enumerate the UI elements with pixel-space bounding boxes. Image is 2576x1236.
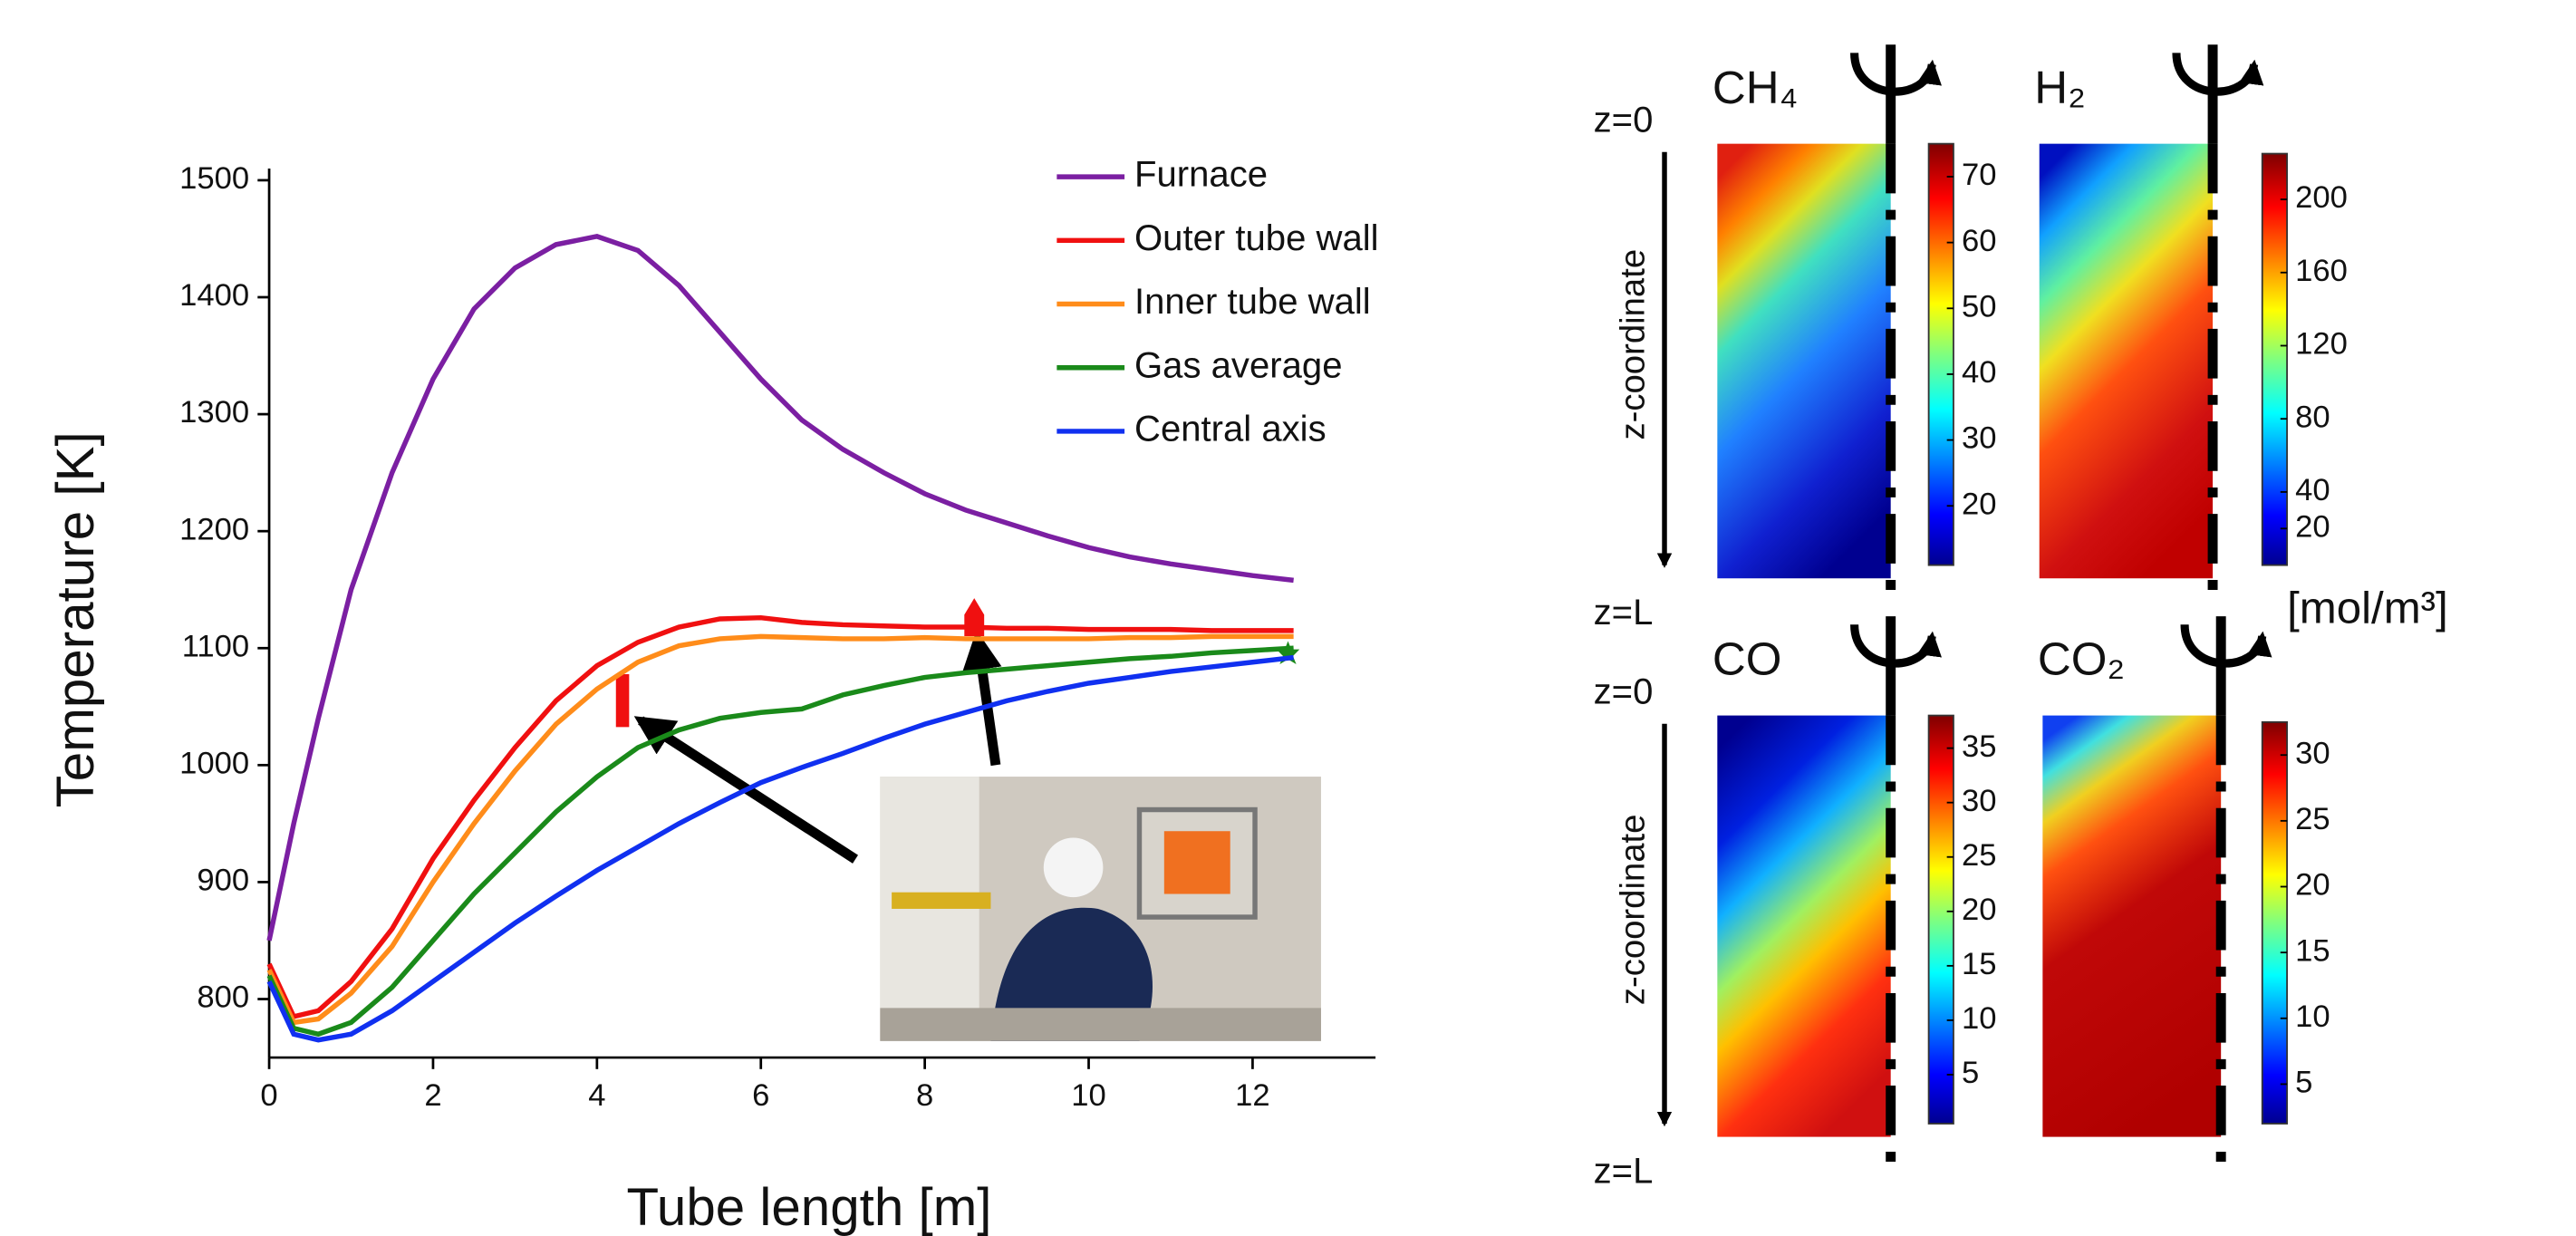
series-line bbox=[266, 633, 1294, 1026]
z-axis-label: z-coordinate bbox=[1613, 249, 1652, 440]
colorbar-tick-label: 40 bbox=[1962, 355, 1997, 390]
z-axis-label: z-coordinate bbox=[1613, 815, 1652, 1006]
x-tick-label: 4 bbox=[588, 1078, 605, 1113]
colorbar-tick-label: 25 bbox=[1962, 838, 1997, 873]
rotation-symbol bbox=[2180, 623, 2272, 668]
series-line bbox=[266, 654, 1294, 1043]
y-tick-label: 1000 bbox=[179, 746, 249, 780]
colorbar-tick-label: 10 bbox=[1962, 1001, 1997, 1036]
map-title: H₂ bbox=[2034, 62, 2086, 113]
colorbar-tick-label: 25 bbox=[2295, 802, 2330, 836]
colorbar-tick-label: 15 bbox=[2295, 933, 2330, 968]
colorbar-tick-label: 30 bbox=[1962, 784, 1997, 818]
colorbar-tick-label: 40 bbox=[2295, 473, 2330, 507]
colorbar bbox=[1927, 714, 1954, 1125]
colorbar-tick-label: 60 bbox=[1962, 224, 1997, 258]
line-chart: 800 900 1000 1100 1200 1300 1400 1500 0 2 4 6 8 10 12 T… bbox=[46, 155, 1379, 1236]
y-tick-label: 800 bbox=[197, 980, 249, 1015]
legend-label: Furnace bbox=[1134, 155, 1268, 195]
y-axis-label: Temperature [K] bbox=[46, 431, 105, 807]
x-tick-label: 6 bbox=[752, 1078, 769, 1113]
colorbar-tick-label: 30 bbox=[2295, 736, 2330, 770]
x-tick-label: 2 bbox=[424, 1078, 441, 1113]
x-tick-label: 12 bbox=[1235, 1078, 1270, 1113]
concentration-field bbox=[1717, 715, 1891, 1137]
colorbar-label: [mol/m³] bbox=[2287, 584, 2448, 633]
colorbar bbox=[2261, 720, 2288, 1125]
measurement-marker bbox=[615, 674, 630, 728]
z-bottom-label: z=L bbox=[1594, 1151, 1654, 1191]
map-title: CO bbox=[1713, 633, 1782, 685]
pointer-arrow bbox=[962, 630, 1002, 767]
z-top-label: z=0 bbox=[1594, 671, 1654, 711]
y-tick-label: 1400 bbox=[179, 278, 249, 313]
colorbar-tick-label: 5 bbox=[1962, 1056, 1979, 1090]
map-title: CH₄ bbox=[1713, 62, 1799, 113]
colorbar-tick-label: 70 bbox=[1962, 158, 1997, 192]
z-bottom-label: z=L bbox=[1594, 593, 1654, 632]
colorbar-tick-label: 35 bbox=[1962, 729, 1997, 764]
colorbar-tick-label: 30 bbox=[1962, 421, 1997, 456]
colorbar-tick-label: 15 bbox=[1962, 947, 1997, 981]
colorbar-tick-label: 20 bbox=[1962, 893, 1997, 927]
colorbar-tick-label: 10 bbox=[2295, 999, 2330, 1034]
colorbar-tick-label: 5 bbox=[2295, 1066, 2312, 1100]
x-tick-label: 0 bbox=[260, 1078, 277, 1113]
legend-label: Outer tube wall bbox=[1134, 218, 1379, 258]
series-line bbox=[266, 234, 1294, 941]
concentration-maps: CH₄203040506070z=0z=Lz-coordinateH₂20408… bbox=[1594, 44, 2448, 1191]
y-tick-label: 900 bbox=[197, 864, 249, 898]
concentration-field bbox=[2039, 143, 2214, 579]
rotation-symbol bbox=[2172, 53, 2264, 96]
colorbar bbox=[1927, 142, 1954, 566]
colorbar-tick-label: 160 bbox=[2295, 254, 2348, 288]
colorbar-tick-label: 120 bbox=[2295, 327, 2348, 362]
y-tick-label: 1200 bbox=[179, 512, 249, 546]
legend-label: Central axis bbox=[1134, 410, 1327, 449]
y-tick-label: 1100 bbox=[182, 629, 249, 663]
series-line bbox=[266, 614, 1294, 1020]
concentration-field bbox=[1717, 143, 1891, 579]
measurement-marker bbox=[964, 598, 985, 637]
concentration-field bbox=[2042, 715, 2222, 1137]
colorbar-tick-label: 20 bbox=[1962, 487, 1997, 521]
map-title: CO₂ bbox=[2038, 633, 2125, 685]
series-line bbox=[266, 645, 1294, 1038]
colorbar-tick-label: 80 bbox=[2295, 400, 2330, 434]
legend-label: Inner tube wall bbox=[1134, 282, 1371, 322]
rotation-symbol bbox=[1850, 53, 1942, 96]
colorbar-tick-label: 20 bbox=[2295, 868, 2330, 903]
photo-inset bbox=[880, 777, 1321, 1041]
x-axis-label: Tube length [m] bbox=[626, 1178, 991, 1236]
x-tick-label: 8 bbox=[916, 1078, 933, 1113]
rotation-symbol bbox=[1850, 623, 1942, 668]
colorbar-tick-label: 200 bbox=[2295, 180, 2348, 215]
x-tick-label: 10 bbox=[1071, 1078, 1106, 1113]
y-tick-label: 1500 bbox=[179, 161, 249, 196]
colorbar-tick-label: 20 bbox=[2295, 509, 2330, 544]
colorbar-tick-label: 50 bbox=[1962, 289, 1997, 323]
colorbar bbox=[2261, 152, 2288, 566]
y-tick-label: 1300 bbox=[179, 395, 249, 430]
legend-label: Gas average bbox=[1134, 345, 1342, 385]
z-top-label: z=0 bbox=[1594, 101, 1654, 140]
